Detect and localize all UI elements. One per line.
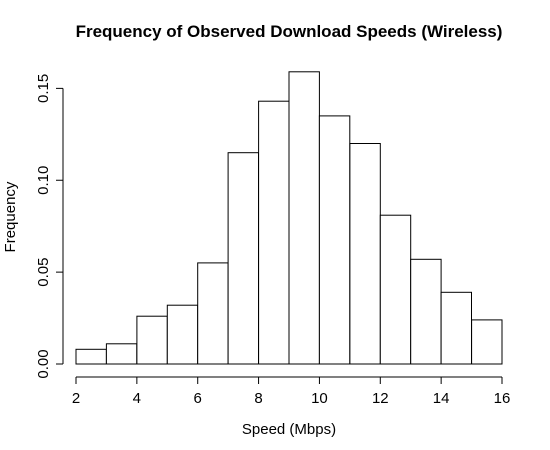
x-tick-label: 4: [133, 390, 141, 407]
histogram-bar-3: [166, 304, 199, 365]
y-tick-label: 0.10: [35, 166, 52, 195]
y-axis-label: Frequency: [2, 181, 19, 252]
histogram-bar-13: [471, 319, 503, 365]
histogram-bar-1: [105, 343, 138, 365]
histogram-bar-0: [75, 348, 107, 365]
x-axis: 2 4 6 8 10 12 14 16: [72, 376, 511, 407]
y-tick-label: 0.15: [35, 74, 52, 103]
y-tick-label: 0.00: [35, 349, 52, 378]
x-tick-label: 12: [372, 390, 389, 407]
x-axis-label: Speed (Mbps): [242, 421, 336, 438]
histogram-bar-10: [379, 214, 412, 365]
bars-group: [75, 71, 503, 365]
x-tick-label: 16: [494, 390, 511, 407]
histogram-bar-4: [197, 262, 229, 365]
chart-title: Frequency of Observed Download Speeds (W…: [76, 22, 503, 41]
histogram-bar-5: [227, 152, 260, 365]
x-tick-label: 2: [72, 390, 80, 407]
y-tick-label: 0.05: [35, 258, 52, 287]
histogram-bar-2: [136, 315, 168, 365]
histogram-bar-11: [410, 258, 442, 365]
x-tick-label: 14: [433, 390, 450, 407]
histogram-bar-8: [318, 115, 351, 365]
histogram-bar-9: [349, 143, 381, 365]
x-tick-label: 10: [311, 390, 328, 407]
histogram-bar-6: [258, 100, 290, 365]
histogram-bar-7: [288, 71, 320, 365]
x-tick-label: 6: [194, 390, 202, 407]
histogram-bar-12: [440, 291, 473, 365]
y-axis: 0.00 0.05 0.10 0.15: [35, 74, 64, 379]
x-tick-label: 8: [254, 390, 262, 407]
